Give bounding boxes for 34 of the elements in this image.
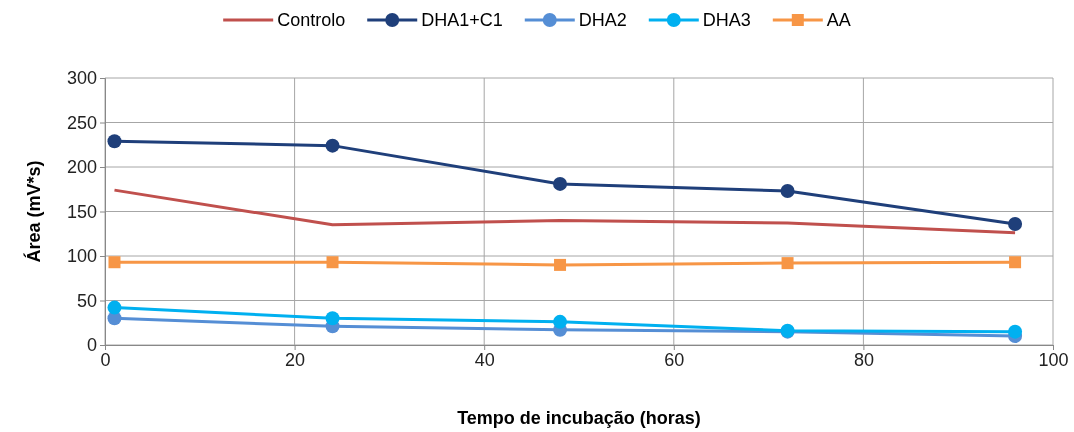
legend-label: DHA1+C1 [421,10,503,30]
y-axis-title: Área (mV*s) [23,160,44,263]
y-tick-label: 0 [86,335,97,356]
y-tick-label: 150 [66,201,97,222]
point [108,256,121,269]
point [553,176,568,191]
x-tick-label: 40 [474,349,495,370]
legend-label: DHA2 [578,10,627,30]
point [780,184,795,199]
point [107,300,122,315]
point [553,314,568,329]
point [325,138,340,153]
point [1008,324,1023,339]
x-tick-label: 80 [853,349,874,370]
point [326,256,339,269]
legend-label: Controlo [277,10,346,30]
point [781,257,794,270]
y-tick-label: 300 [66,68,97,89]
y-tick-label: 100 [66,246,97,267]
y-tick-label: 50 [76,290,97,311]
x-tick-label: 0 [100,349,111,370]
legend-label: AA [826,10,851,30]
legend-label: DHA3 [702,10,751,30]
y-tick-label: 200 [66,157,97,178]
x-axis-title: Tempo de incubação (horas) [457,408,701,428]
x-tick-label: 100 [1038,349,1069,370]
x-tick-label: 60 [664,349,685,370]
y-tick-label: 250 [66,112,97,133]
x-tick-label: 20 [285,349,306,370]
point [1008,216,1023,231]
point [1009,256,1022,269]
point [554,258,567,271]
point [325,311,340,326]
point [107,134,122,149]
